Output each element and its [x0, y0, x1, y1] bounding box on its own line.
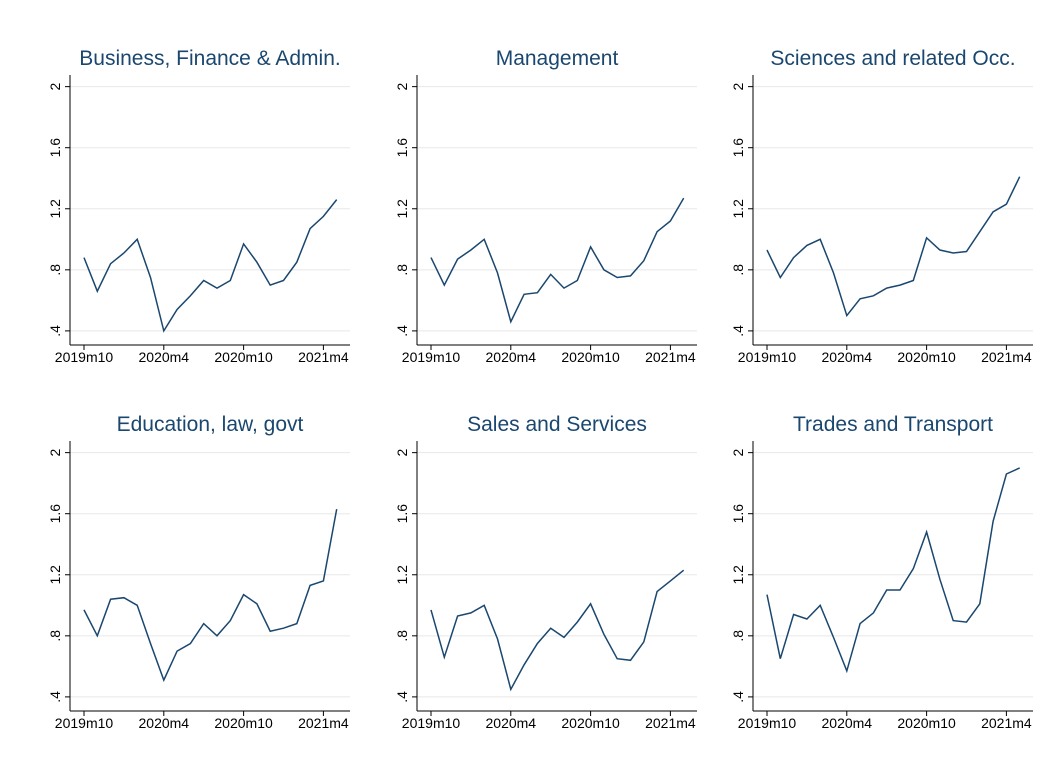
x-tick-label: 2020m10	[561, 715, 620, 731]
y-tick-label: 1.6	[394, 138, 410, 158]
y-tick-label: 1.2	[394, 199, 410, 219]
y-tick-label: 2	[47, 83, 63, 91]
series-line	[83, 508, 338, 683]
x-tick-label: 2019m10	[738, 715, 797, 731]
x-tick-label: 2020m10	[897, 715, 956, 731]
x-tick-label: 2020m4	[139, 715, 190, 731]
y-tick-label: 2	[47, 449, 63, 457]
y-tick-label: .8	[730, 264, 746, 276]
y-tick-label: 1.2	[47, 565, 63, 585]
x-tick-label: 2020m4	[139, 349, 190, 365]
series-line	[83, 199, 338, 333]
series-line	[766, 467, 1021, 674]
x-tick-label: 2020m10	[214, 349, 273, 365]
y-tick-label: 2	[394, 449, 410, 457]
series-line	[766, 176, 1021, 318]
y-tick-label: 1.6	[47, 138, 63, 158]
x-tick-label: 2020m4	[822, 349, 873, 365]
x-tick-label: 2019m10	[402, 349, 461, 365]
x-tick-label: 2021m4	[298, 715, 349, 731]
x-tick-label: 2020m4	[486, 349, 537, 365]
panel-title: Business, Finance & Admin.	[79, 47, 340, 70]
y-tick-label: .8	[394, 630, 410, 642]
y-tick-label: 2	[730, 83, 746, 91]
x-tick-label: 2021m4	[981, 715, 1032, 731]
x-tick-label: 2021m4	[981, 349, 1032, 365]
y-tick-label: 1.6	[730, 138, 746, 158]
x-tick-label: 2020m4	[822, 715, 873, 731]
y-tick-label: 1.6	[730, 504, 746, 524]
y-tick-label: .4	[394, 691, 410, 703]
y-tick-label: 1.6	[394, 504, 410, 524]
y-tick-label: 1.2	[47, 199, 63, 219]
panel-title: Sales and Services	[467, 413, 647, 436]
y-tick-label: .4	[394, 325, 410, 337]
y-tick-label: 1.2	[730, 199, 746, 219]
y-tick-label: .4	[47, 691, 63, 703]
y-tick-label: .8	[730, 630, 746, 642]
x-tick-label: 2020m4	[486, 715, 537, 731]
series-line	[430, 197, 685, 324]
y-tick-label: 1.2	[394, 565, 410, 585]
panel-title: Management	[496, 47, 619, 70]
panel-title: Trades and Transport	[793, 413, 993, 436]
x-tick-label: 2020m10	[897, 349, 956, 365]
y-tick-label: .4	[730, 325, 746, 337]
series-line	[430, 569, 685, 692]
y-tick-label: .8	[47, 264, 63, 276]
x-tick-label: 2021m4	[645, 349, 696, 365]
x-tick-label: 2019m10	[402, 715, 461, 731]
panel-title: Sciences and related Occ.	[770, 47, 1015, 70]
x-tick-label: 2021m4	[298, 349, 349, 365]
y-tick-label: 2	[394, 83, 410, 91]
x-tick-label: 2019m10	[738, 349, 797, 365]
y-tick-label: .8	[394, 264, 410, 276]
y-tick-label: 2	[730, 449, 746, 457]
y-tick-label: .4	[47, 325, 63, 337]
x-tick-label: 2020m10	[214, 715, 273, 731]
y-tick-label: 1.2	[730, 565, 746, 585]
panel-title: Education, law, govt	[117, 413, 304, 436]
x-tick-label: 2020m10	[561, 349, 620, 365]
x-tick-label: 2019m10	[55, 715, 114, 731]
x-tick-label: 2021m4	[645, 715, 696, 731]
y-tick-label: .8	[47, 630, 63, 642]
y-tick-label: .4	[730, 691, 746, 703]
y-tick-label: 1.6	[47, 504, 63, 524]
x-tick-label: 2019m10	[55, 349, 114, 365]
